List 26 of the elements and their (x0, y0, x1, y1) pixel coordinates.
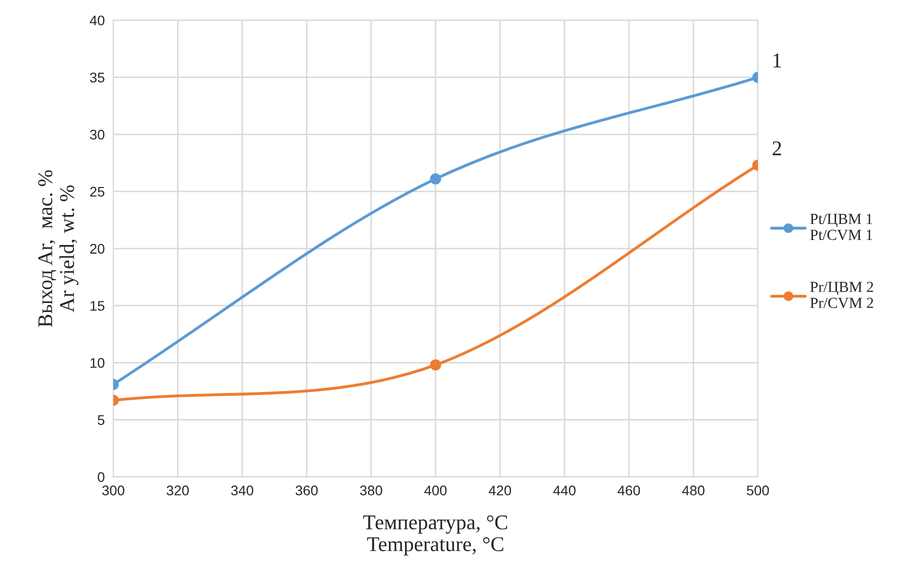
x-tick-label: 400 (424, 486, 447, 496)
y-axis-title: Выход Ar, мас. % Ar yield, wt. % (38, 170, 78, 327)
annotation: 2 (772, 141, 782, 156)
x-tick-label: 460 (618, 486, 640, 496)
annotation: 1 (774, 54, 781, 68)
y-tick-label: 20 (90, 244, 104, 254)
x-axis-title: Температура, °C Temperature, °C (363, 515, 508, 556)
x-tick-label: 300 (102, 486, 124, 496)
x-tick-label: 380 (360, 486, 382, 496)
x-tick-label: 360 (296, 486, 318, 496)
x-tick-label: 340 (231, 486, 254, 496)
y-tick-label: 0 (98, 472, 104, 482)
x-tick-label: 320 (166, 486, 189, 496)
y-tick-label: 30 (90, 130, 104, 140)
legend-label: Pt/ЦВМ 1 Pt/CVM 1 (810, 214, 872, 240)
legend-label: Pr/ЦВМ 2 Pr/CVM 2 (810, 282, 874, 308)
x-tick-label: 500 (746, 486, 769, 496)
y-tick-label: 40 (90, 16, 104, 26)
y-tick-label: 5 (98, 415, 104, 425)
x-tick-label: 480 (682, 486, 704, 496)
y-tick-label: 35 (90, 72, 104, 82)
y-tick-label: 10 (90, 358, 104, 368)
y-tick-label: 15 (90, 301, 104, 311)
x-tick-label: 420 (488, 486, 512, 496)
y-tick-label: 25 (90, 186, 104, 197)
x-tick-label: 440 (553, 486, 576, 496)
